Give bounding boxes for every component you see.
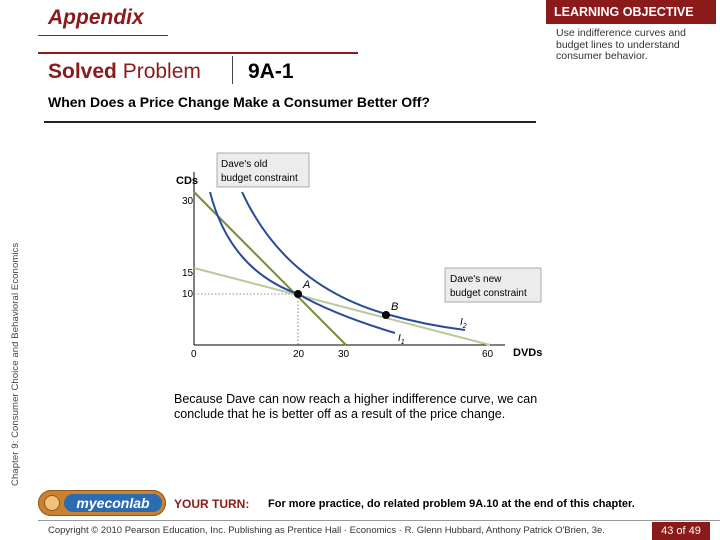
i1-label: I1 (398, 333, 405, 346)
indifference-curve-i1 (209, 191, 396, 334)
new-budget-callout-line1: Dave's new (450, 274, 502, 285)
new-budget-callout-line2: budget constraint (450, 288, 527, 299)
indifference-curve-i2 (241, 191, 466, 331)
old-budget-callout (216, 152, 310, 188)
chapter-label: Chapter 9: Consumer Choice and Behaviora… (10, 242, 21, 486)
old-budget-callout-line2: budget constraint (221, 173, 298, 184)
question-rule (44, 121, 536, 123)
y-tick-15: 15 (182, 268, 194, 279)
your-turn-label: YOUR TURN: (174, 497, 250, 511)
problem-number: 9A-1 (248, 60, 294, 83)
solved-problem-label: Solved Problem (48, 60, 201, 84)
learning-objective-title: LEARNING OBJECTIVE (546, 0, 716, 24)
myeconlab-logo[interactable]: myeconlab (38, 490, 166, 516)
point-b (382, 311, 390, 319)
solved-problem-rule (38, 52, 358, 54)
question-heading: When Does a Price Change Make a Consumer… (48, 94, 430, 110)
y-tick-30: 30 (182, 196, 194, 207)
page-number: 43 of 49 (652, 522, 710, 540)
point-a-label: A (302, 279, 310, 291)
x-tick-60: 60 (482, 349, 494, 360)
practice-text: For more practice, do related problem 9A… (268, 498, 635, 510)
x-tick-20: 20 (293, 349, 305, 360)
footer-rule (38, 520, 720, 521)
learning-objective-text: Use indifference curves and budget lines… (556, 27, 686, 62)
appendix-rule (38, 35, 168, 36)
explanation-text: Because Dave can now reach a higher indi… (174, 392, 538, 421)
solved-problem-divider (232, 56, 233, 84)
chapter-sidebar: Chapter 9: Consumer Choice and Behaviora… (0, 0, 21, 540)
indifference-chart: CDs DVDs 30 15 10 0 20 30 60 A B I1 I2 D… (176, 152, 542, 360)
new-budget-callout (444, 267, 542, 303)
point-a (294, 290, 302, 298)
new-budget-line (193, 267, 491, 346)
copyright-text: Copyright © 2010 Pearson Education, Inc.… (48, 525, 605, 536)
logo-dot-icon (44, 495, 60, 511)
y-tick-10: 10 (182, 289, 194, 300)
y-axis-label: CDs (176, 175, 198, 187)
x-tick-30: 30 (338, 349, 350, 360)
problem-word: Problem (122, 60, 201, 83)
point-b-label: B (391, 301, 398, 313)
x-axis-label: DVDs (513, 347, 542, 359)
appendix-title: Appendix (48, 6, 144, 29)
x-tick-0: 0 (191, 349, 197, 360)
old-budget-callout-line1: Dave's old (221, 159, 267, 170)
i2-label: I2 (460, 317, 467, 330)
logo-text: myeconlab (64, 494, 162, 512)
solved-word: Solved (48, 60, 117, 83)
